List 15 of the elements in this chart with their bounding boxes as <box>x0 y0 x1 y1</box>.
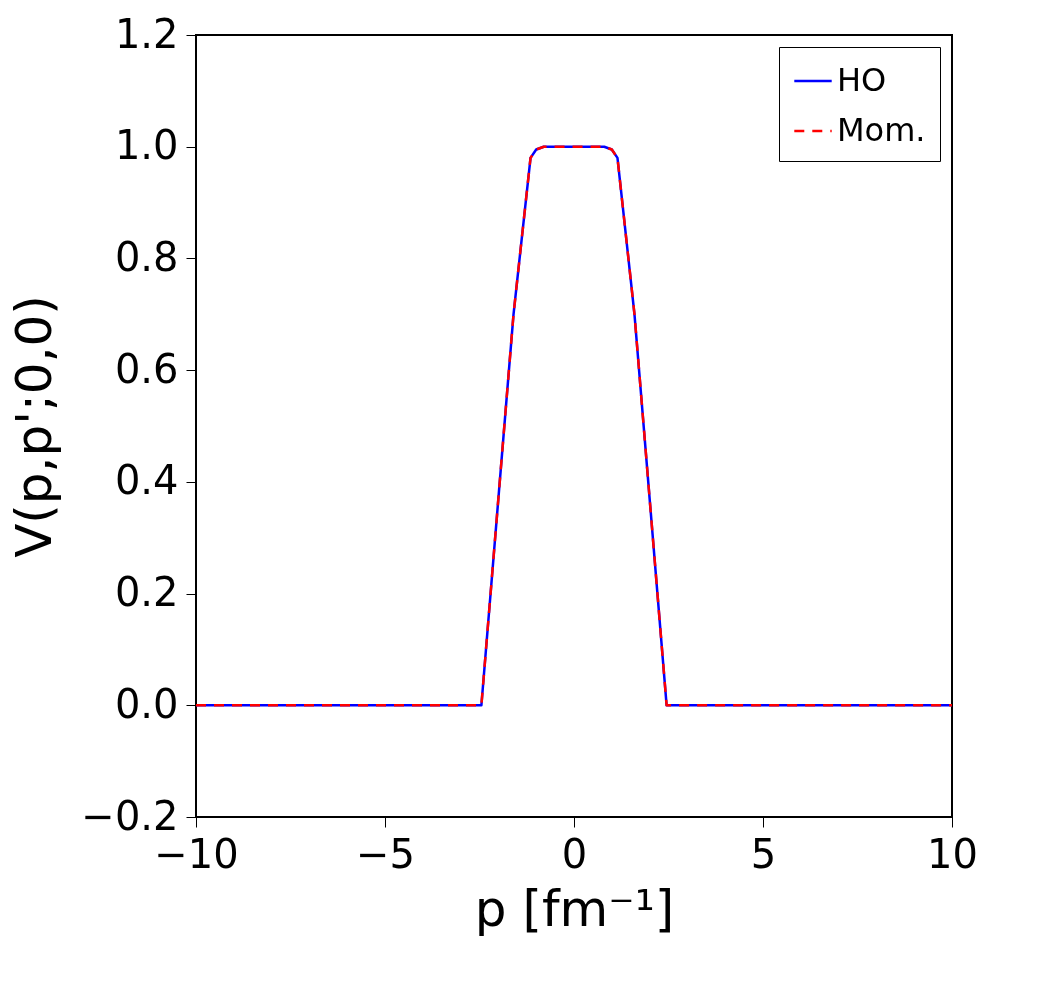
x-tick-label: 0 <box>561 830 588 877</box>
y-tick-label: 1.0 <box>114 122 179 169</box>
y-tick-label: 0.0 <box>114 680 179 727</box>
x-axis-title: p [fm⁻¹] <box>474 879 675 938</box>
y-tick-label: 1.2 <box>114 10 179 57</box>
legend-label: HO <box>837 61 887 99</box>
y-tick-label: 0.6 <box>114 345 179 392</box>
x-tick-label: 10 <box>927 830 978 877</box>
y-tick-label: 0.2 <box>114 569 179 616</box>
x-tick-label: −5 <box>356 830 415 877</box>
x-tick-label: 5 <box>750 830 777 877</box>
legend-label: Mom. <box>837 111 926 149</box>
y-tick-label: 0.8 <box>114 233 179 280</box>
y-axis-title: V(p,p';0,0) <box>5 295 64 558</box>
y-tick-label: 0.4 <box>114 457 179 504</box>
